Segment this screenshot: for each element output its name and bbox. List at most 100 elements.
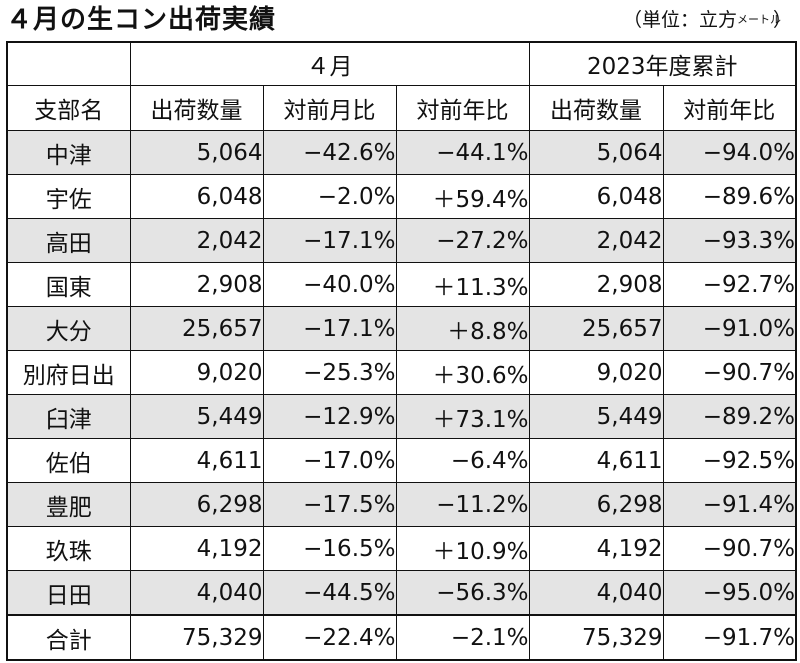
cell-fy-volume: 25,657 <box>528 306 664 351</box>
cell-fy-volume: 75,329 <box>528 614 664 661</box>
cell-branch-name: 佐伯 <box>6 438 131 483</box>
unit-label: （単位：立方 <box>622 9 737 31</box>
header-april-mom: 対前月比 <box>262 85 397 131</box>
cell-fy-yoy: −89.6% <box>662 174 797 219</box>
cell-fy-yoy: −91.4% <box>662 482 797 527</box>
cell-april-mom: −17.1% <box>262 218 397 263</box>
cell-april-yoy: ＋10.9% <box>395 526 530 571</box>
cell-fy-yoy: −89.2% <box>662 394 797 439</box>
header-branch: 支部名 <box>6 85 131 131</box>
cell-branch-name: 大分 <box>6 306 131 351</box>
total-row: 合計 75,329 −22.4% −2.1% 75,329 −91.7% <box>6 614 797 661</box>
header-fy-yoy: 対前年比 <box>662 85 797 131</box>
cell-fy-volume: 2,042 <box>528 218 664 263</box>
cell-april-mom: −25.3% <box>262 350 397 395</box>
cell-fy-volume: 5,064 <box>528 130 664 175</box>
cell-april-mom: −17.5% <box>262 482 397 527</box>
page-title: ４月の生コン出荷実績 <box>6 5 277 35</box>
cell-april-volume: 4,040 <box>129 570 264 616</box>
cell-fy-yoy: −95.0% <box>662 570 797 616</box>
cell-fy-volume: 4,192 <box>528 526 664 571</box>
cell-april-volume: 4,192 <box>129 526 264 571</box>
cell-april-mom: −17.0% <box>262 438 397 483</box>
cell-branch-name: 玖珠 <box>6 526 131 571</box>
cell-april-mom: −17.1% <box>262 306 397 351</box>
cell-april-yoy: −56.3% <box>395 570 530 616</box>
header-group-fy2023: 2023年度累計 <box>528 41 797 86</box>
unit-note: （単位：立方メートル） <box>623 4 792 36</box>
cell-branch-name: 宇佐 <box>6 174 131 219</box>
cell-april-volume: 5,449 <box>129 394 264 439</box>
shipment-table: ４月 2023年度累計 支部名 出荷数量 対前月比 対前年比 出荷数量 対前年比… <box>6 41 798 661</box>
header-april-volume: 出荷数量 <box>129 85 264 131</box>
cell-branch-name: 日田 <box>6 570 131 616</box>
cell-april-yoy: −2.1% <box>395 614 530 661</box>
cell-branch-name: 合計 <box>6 614 131 661</box>
cell-fy-yoy: −94.0% <box>662 130 797 175</box>
header-april-yoy: 対前年比 <box>395 85 530 131</box>
table-row: 日田 4,040 −44.5% −56.3% 4,040 −95.0% <box>6 570 797 616</box>
cell-branch-name: 中津 <box>6 130 131 175</box>
cell-april-volume: 2,908 <box>129 262 264 307</box>
cell-april-mom: −12.9% <box>262 394 397 439</box>
cell-april-volume: 4,611 <box>129 438 264 483</box>
table-row: 臼津 5,449 −12.9% ＋73.1% 5,449 −89.2% <box>6 394 797 439</box>
cell-april-yoy: ＋59.4% <box>395 174 530 219</box>
table-row: 豊肥 6,298 −17.5% −11.2% 6,298 −91.4% <box>6 482 797 527</box>
cell-fy-volume: 4,611 <box>528 438 664 483</box>
cell-april-yoy: ＋11.3% <box>395 262 530 307</box>
cell-april-volume: 2,042 <box>129 218 264 263</box>
cell-april-volume: 6,298 <box>129 482 264 527</box>
header-group-april: ４月 <box>129 41 530 86</box>
cell-fy-yoy: −90.7% <box>662 350 797 395</box>
cell-april-mom: −44.5% <box>262 570 397 616</box>
cell-april-yoy: −27.2% <box>395 218 530 263</box>
cell-april-mom: −40.0% <box>262 262 397 307</box>
cell-april-volume: 5,064 <box>129 130 264 175</box>
cell-fy-volume: 6,298 <box>528 482 664 527</box>
unit-close: ） <box>772 9 792 31</box>
table-row: 中津 5,064 −42.6% −44.1% 5,064 −94.0% <box>6 130 797 175</box>
cell-april-volume: 75,329 <box>129 614 264 661</box>
cell-fy-volume: 4,040 <box>528 570 664 616</box>
cell-fy-yoy: −91.0% <box>662 306 797 351</box>
cell-fy-yoy: −93.3% <box>662 218 797 263</box>
cell-april-mom: −22.4% <box>262 614 397 661</box>
table-row: 大分 25,657 −17.1% ＋8.8% 25,657 −91.0% <box>6 306 797 351</box>
table-row: 玖珠 4,192 −16.5% ＋10.9% 4,192 −90.7% <box>6 526 797 571</box>
table-row: 高田 2,042 −17.1% −27.2% 2,042 −93.3% <box>6 218 797 263</box>
cell-branch-name: 高田 <box>6 218 131 263</box>
cell-april-yoy: −11.2% <box>395 482 530 527</box>
header-fy-volume: 出荷数量 <box>528 85 664 131</box>
cell-branch-name: 国東 <box>6 262 131 307</box>
cell-fy-yoy: −90.7% <box>662 526 797 571</box>
header-row: 支部名 出荷数量 対前月比 対前年比 出荷数量 対前年比 <box>6 85 797 131</box>
table-body: 中津 5,064 −42.6% −44.1% 5,064 −94.0% 宇佐 6,048 −2.… <box>6 130 797 661</box>
cell-april-yoy: −6.4% <box>395 438 530 483</box>
cell-april-volume: 9,020 <box>129 350 264 395</box>
cell-april-volume: 25,657 <box>129 306 264 351</box>
cell-branch-name: 臼津 <box>6 394 131 439</box>
table-row: 国東 2,908 −40.0% ＋11.3% 2,908 −92.7% <box>6 262 797 307</box>
cell-fy-volume: 9,020 <box>528 350 664 395</box>
table-row: 宇佐 6,048 −2.0% ＋59.4% 6,048 −89.6% <box>6 174 797 219</box>
table-row: 佐伯 4,611 −17.0% −6.4% 4,611 −92.5% <box>6 438 797 483</box>
cell-fy-volume: 5,449 <box>528 394 664 439</box>
header-group-blank <box>6 41 131 86</box>
cell-fy-yoy: −92.7% <box>662 262 797 307</box>
cell-april-yoy: −44.1% <box>395 130 530 175</box>
header-group-row: ４月 2023年度累計 <box>6 41 797 86</box>
table-row: 別府日出 9,020 −25.3% ＋30.6% 9,020 −90.7% <box>6 350 797 395</box>
cell-fy-volume: 6,048 <box>528 174 664 219</box>
cell-april-yoy: ＋8.8% <box>395 306 530 351</box>
cell-april-mom: −42.6% <box>262 130 397 175</box>
cell-april-yoy: ＋30.6% <box>395 350 530 395</box>
cell-fy-yoy: −91.7% <box>662 614 797 661</box>
cell-fy-yoy: −92.5% <box>662 438 797 483</box>
cell-branch-name: 豊肥 <box>6 482 131 527</box>
unit-small-label: メートル <box>736 13 781 26</box>
cell-april-mom: −16.5% <box>262 526 397 571</box>
cell-branch-name: 別府日出 <box>6 350 131 395</box>
cell-april-volume: 6,048 <box>129 174 264 219</box>
cell-april-yoy: ＋73.1% <box>395 394 530 439</box>
